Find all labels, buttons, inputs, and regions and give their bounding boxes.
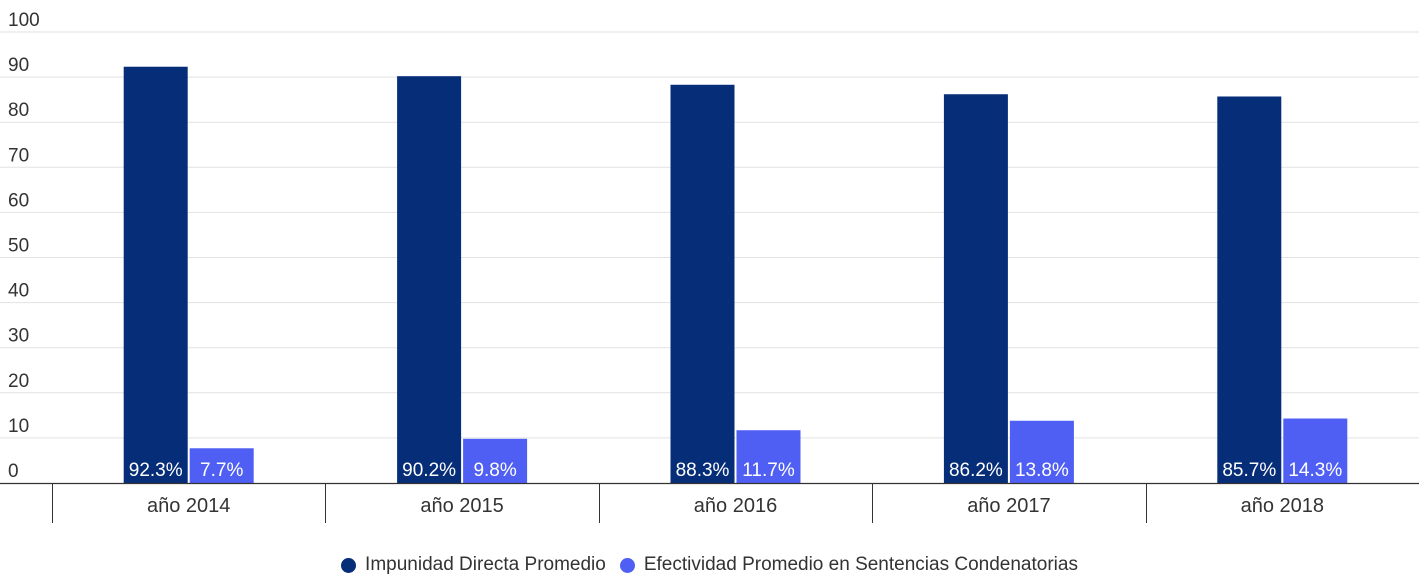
y-tick-label: 100 <box>8 10 40 31</box>
y-tick-label: 10 <box>8 416 29 437</box>
bar <box>670 84 735 483</box>
x-tick-label: año 2018 <box>1241 495 1324 517</box>
bar-chart: 0 10 20 30 40 50 60 70 80 90 100 92.3% 7.7% 90.2% 9.8… <box>0 10 1419 523</box>
y-tick-label: 80 <box>8 100 29 121</box>
data-label: 85.7% <box>1222 460 1276 481</box>
legend-dot-efectividad <box>619 557 635 573</box>
x-tick-label: año 2017 <box>967 495 1050 517</box>
y-tick-label: 50 <box>8 236 29 257</box>
bar <box>397 76 462 483</box>
y-tick-label: 70 <box>8 145 29 166</box>
bar <box>189 448 254 483</box>
y-tick-label: 90 <box>8 55 29 76</box>
bar <box>463 438 528 483</box>
y-tick-label: 20 <box>8 371 29 392</box>
bar <box>736 430 801 483</box>
y-tick-label: 60 <box>8 190 29 211</box>
bar <box>1283 418 1348 483</box>
y-tick-label: 0 <box>8 461 19 482</box>
data-label: 90.2% <box>402 460 456 481</box>
data-label: 88.3% <box>676 460 730 481</box>
legend-item-impunidad: Impunidad Directa Promedio <box>341 554 606 576</box>
y-tick-label: 40 <box>8 281 29 302</box>
data-label: 9.8% <box>473 460 516 481</box>
y-axis-ticks: 0 10 20 30 40 50 60 70 80 90 100 <box>8 10 40 482</box>
legend-label-efectividad: Efectividad Promedio en Sentencias Conde… <box>643 554 1078 575</box>
legend-label-impunidad: Impunidad Directa Promedio <box>365 554 606 575</box>
data-label: 11.7% <box>742 460 795 481</box>
data-label: 86.2% <box>949 460 1003 481</box>
x-tick-label: año 2014 <box>147 495 230 517</box>
y-tick-label: 30 <box>8 326 29 347</box>
x-tick-label: año 2015 <box>420 495 503 517</box>
bars <box>123 66 1348 484</box>
bar <box>123 66 188 484</box>
legend: Impunidad Directa Promedio Efectividad P… <box>0 550 1419 580</box>
data-label: 14.3% <box>1288 460 1342 481</box>
data-label: 92.3% <box>129 460 183 481</box>
legend-dot-impunidad <box>341 557 357 573</box>
bar <box>1009 420 1074 483</box>
bar <box>1217 96 1282 484</box>
legend-item-efectividad: Efectividad Promedio en Sentencias Conde… <box>619 554 1078 576</box>
x-tick-label: año 2016 <box>694 495 777 517</box>
bar <box>943 94 1008 483</box>
data-labels: 92.3% 7.7% 90.2% 9.8% 88.3% 11.7% 86.2% 13.8% 85… <box>129 460 1343 481</box>
x-axis: año 2014 año 2015 año 2016 año 2017 año 2018 <box>0 482 1419 523</box>
data-label: 7.7% <box>200 460 243 481</box>
data-label: 13.8% <box>1015 460 1069 481</box>
